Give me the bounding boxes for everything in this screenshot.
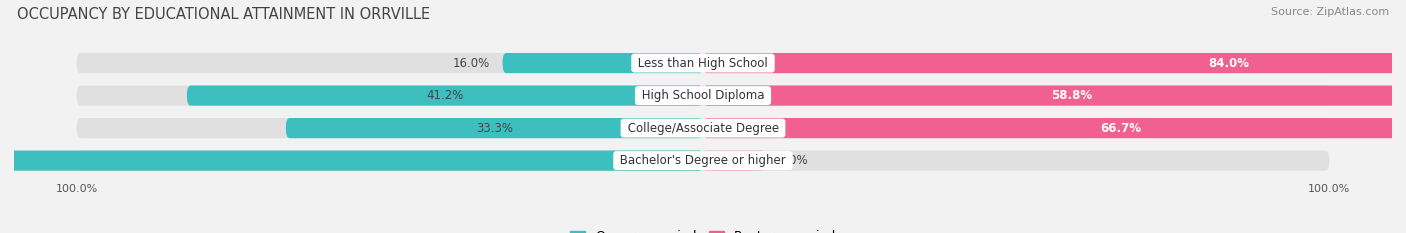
FancyBboxPatch shape bbox=[703, 151, 766, 171]
Text: College/Associate Degree: College/Associate Degree bbox=[624, 122, 782, 135]
FancyBboxPatch shape bbox=[77, 118, 1329, 138]
Text: 16.0%: 16.0% bbox=[453, 57, 491, 70]
Legend: Owner-occupied, Renter-occupied: Owner-occupied, Renter-occupied bbox=[565, 225, 841, 233]
Text: 84.0%: 84.0% bbox=[1209, 57, 1250, 70]
Text: 5.0%: 5.0% bbox=[778, 154, 808, 167]
Text: 66.7%: 66.7% bbox=[1101, 122, 1142, 135]
FancyBboxPatch shape bbox=[77, 86, 1329, 106]
FancyBboxPatch shape bbox=[703, 118, 1406, 138]
FancyBboxPatch shape bbox=[77, 53, 1329, 73]
FancyBboxPatch shape bbox=[703, 53, 1406, 73]
Text: High School Diploma: High School Diploma bbox=[638, 89, 768, 102]
Text: 58.8%: 58.8% bbox=[1050, 89, 1092, 102]
Text: 41.2%: 41.2% bbox=[426, 89, 464, 102]
FancyBboxPatch shape bbox=[187, 86, 703, 106]
Text: 100.0%: 100.0% bbox=[1308, 184, 1350, 194]
FancyBboxPatch shape bbox=[502, 53, 703, 73]
Text: Less than High School: Less than High School bbox=[634, 57, 772, 70]
FancyBboxPatch shape bbox=[285, 118, 703, 138]
FancyBboxPatch shape bbox=[703, 86, 1406, 106]
Text: 100.0%: 100.0% bbox=[56, 184, 98, 194]
Text: Bachelor's Degree or higher: Bachelor's Degree or higher bbox=[616, 154, 790, 167]
Text: OCCUPANCY BY EDUCATIONAL ATTAINMENT IN ORRVILLE: OCCUPANCY BY EDUCATIONAL ATTAINMENT IN O… bbox=[17, 7, 430, 22]
FancyBboxPatch shape bbox=[0, 151, 703, 171]
Text: Source: ZipAtlas.com: Source: ZipAtlas.com bbox=[1271, 7, 1389, 17]
Text: 33.3%: 33.3% bbox=[477, 122, 513, 135]
FancyBboxPatch shape bbox=[77, 151, 1329, 171]
